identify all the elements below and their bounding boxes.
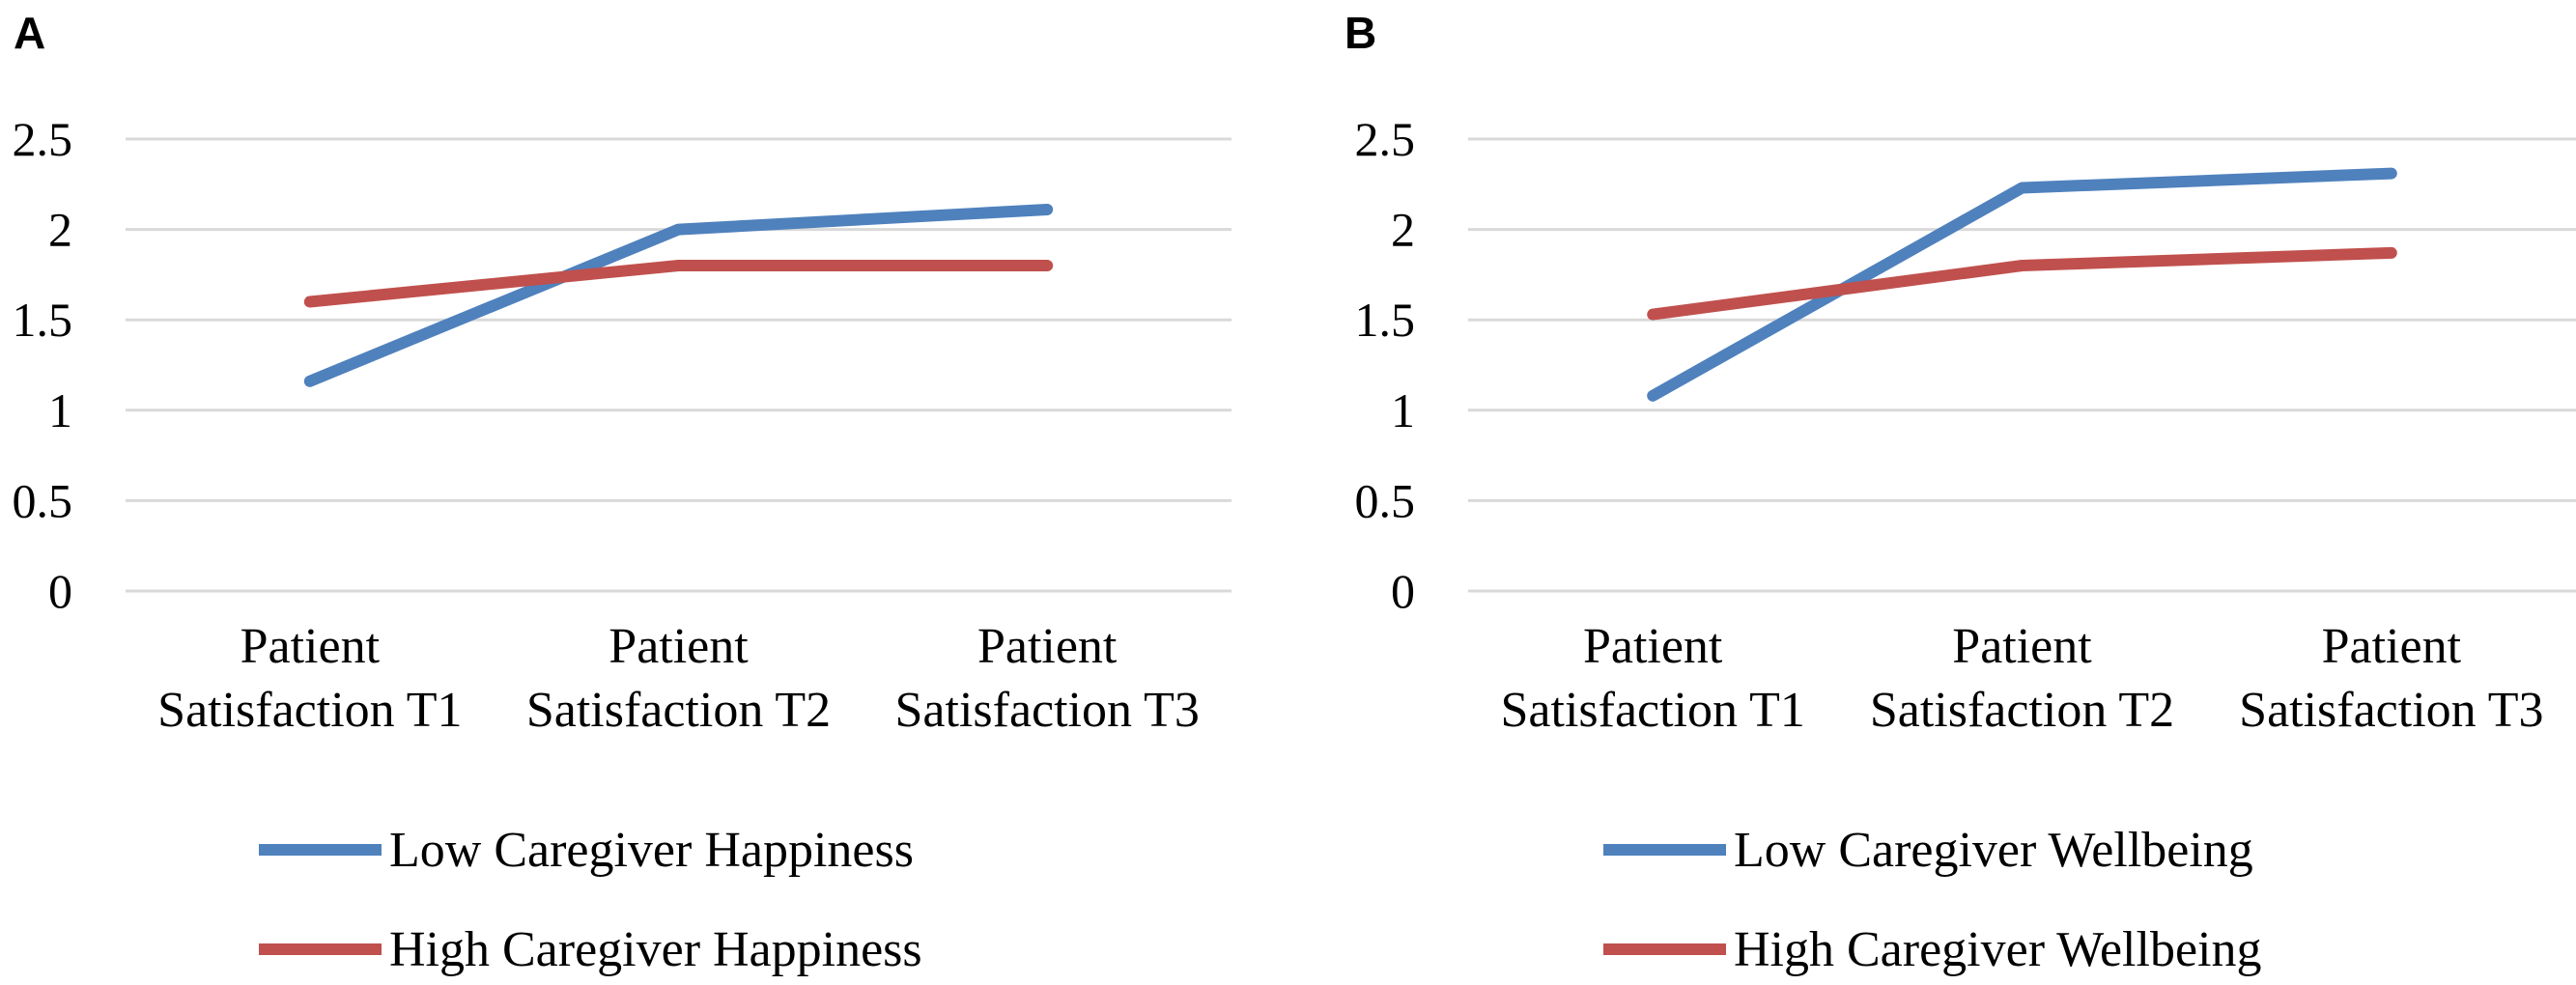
y-tick-label: 1 (48, 383, 72, 437)
x-tick-label: Patient Satisfaction T2 (526, 619, 831, 738)
x-tick-label: Patient Satisfaction T1 (1501, 619, 1805, 738)
y-tick-label: 0.5 (13, 473, 73, 527)
chart-panel-a: A 0 0.5 1 1.5 2 2.5 Patient Satisfaction T1 Patie… (13, 8, 1231, 977)
series-line-high (1647, 246, 2397, 321)
legend-label: High Caregiver Wellbeing (1734, 922, 2261, 977)
x-tick-label: Patient Satisfaction T2 (1870, 619, 2174, 738)
y-tick-label: 0 (48, 564, 72, 618)
y-tick-label: 0 (1391, 564, 1415, 618)
y-tick-label: 0.5 (1355, 473, 1416, 527)
x-tick-label: Patient Satisfaction T1 (157, 619, 462, 738)
panel-label: B (1345, 8, 1376, 58)
series-line-low (1647, 167, 2397, 402)
chart-panel-b: B 0 0.5 1 1.5 2 2.5 Patient Satisfaction T1 Patie… (1345, 8, 2576, 977)
y-tick-label: 2 (48, 203, 72, 257)
y-tick-label: 2.5 (1355, 112, 1416, 166)
y-tick-label: 1.5 (1355, 293, 1416, 347)
panel-label: A (14, 8, 45, 58)
y-tick-label: 2.5 (13, 112, 73, 166)
legend-label: High Caregiver Happiness (389, 922, 922, 977)
x-tick-label: Patient Satisfaction T3 (895, 619, 1200, 738)
legend-label: Low Caregiver Happiness (389, 823, 914, 878)
legend-label: Low Caregiver Wellbeing (1734, 823, 2253, 878)
y-tick-label: 1 (1391, 383, 1415, 437)
x-tick-label: Patient Satisfaction T3 (2239, 619, 2543, 738)
series-line-high (303, 260, 1054, 308)
y-tick-label: 2 (1391, 203, 1415, 257)
series-line-low (303, 204, 1054, 387)
y-tick-label: 1.5 (13, 293, 73, 347)
